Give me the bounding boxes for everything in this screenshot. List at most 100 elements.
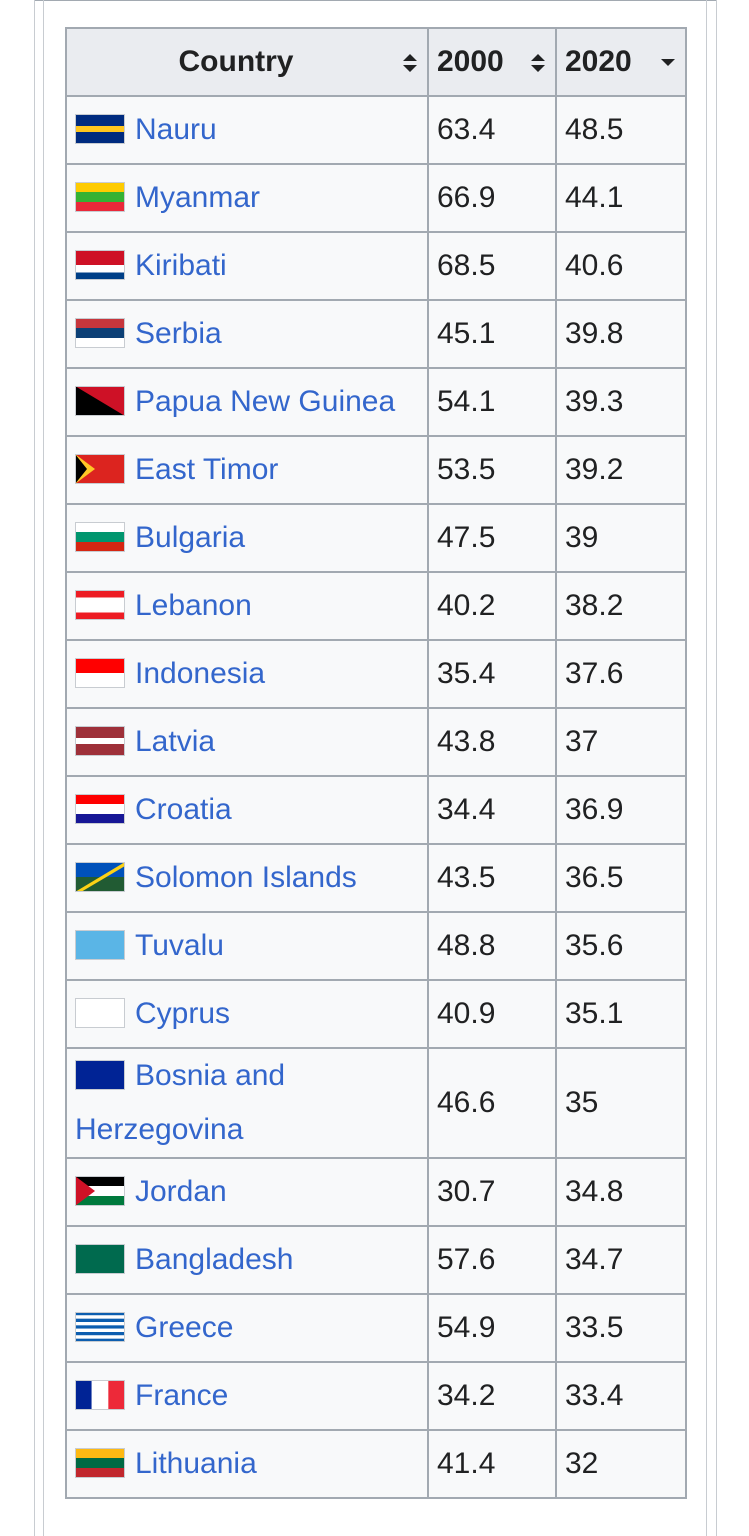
flag-icon — [75, 1312, 125, 1343]
country-cell: Indonesia — [65, 639, 429, 709]
table-row: Serbia 45.1 39.8 — [65, 299, 687, 369]
table-row: Kiribati 68.5 40.6 — [65, 231, 687, 301]
table-row: Lithuania 41.4 32 — [65, 1429, 687, 1499]
sort-header[interactable]: 2020 — [555, 27, 687, 97]
header-row: Country 2000 2020 — [65, 27, 687, 97]
table-row: Nauru 63.4 48.5 — [65, 95, 687, 165]
value-cell: 53.5 — [427, 435, 557, 505]
value-cell: 40.2 — [427, 571, 557, 641]
value-cell: 57.6 — [427, 1225, 557, 1295]
top-border — [34, 0, 717, 1]
value-cell: 33.5 — [555, 1293, 687, 1363]
table-row: Greece 54.9 33.5 — [65, 1293, 687, 1363]
country-link[interactable]: Lebanon — [135, 589, 252, 622]
flag-icon — [75, 1060, 125, 1091]
country-link[interactable]: Cyprus — [135, 997, 231, 1030]
flag-icon — [75, 998, 125, 1029]
flag-icon — [75, 930, 125, 961]
flag-icon — [75, 658, 125, 689]
value-cell: 45.1 — [427, 299, 557, 369]
country-link[interactable]: Solomon Islands — [135, 861, 357, 894]
flag-icon — [75, 522, 125, 553]
value-cell: 37 — [555, 707, 687, 777]
table-row: Bangladesh 57.6 34.7 — [65, 1225, 687, 1295]
value-cell: 66.9 — [427, 163, 557, 233]
sort-header[interactable]: Country — [65, 27, 429, 97]
flag-icon — [75, 1244, 125, 1275]
table-row: Myanmar 66.9 44.1 — [65, 163, 687, 233]
country-link[interactable]: Lithuania — [135, 1447, 257, 1480]
flag-icon — [75, 318, 125, 349]
frame-line — [706, 0, 707, 1536]
value-cell: 36.9 — [555, 775, 687, 845]
country-cell: Myanmar — [65, 163, 429, 233]
country-cell: Cyprus — [65, 979, 429, 1049]
country-link[interactable]: Bosnia and Herzegovina — [75, 1059, 286, 1146]
value-cell: 63.4 — [427, 95, 557, 165]
value-cell: 38.2 — [555, 571, 687, 641]
value-cell: 32 — [555, 1429, 687, 1499]
sort-icon — [661, 59, 675, 66]
country-link[interactable]: Kiribati — [135, 249, 227, 282]
country-link[interactable]: Croatia — [135, 793, 232, 826]
country-link[interactable]: Bulgaria — [135, 521, 246, 554]
flag-icon — [75, 386, 125, 417]
value-cell: 35.6 — [555, 911, 687, 981]
value-cell: 39.8 — [555, 299, 687, 369]
country-link[interactable]: Indonesia — [135, 657, 266, 690]
table-row: Bulgaria 47.5 39 — [65, 503, 687, 573]
country-link[interactable]: Myanmar — [135, 181, 261, 214]
value-cell: 37.6 — [555, 639, 687, 709]
country-cell: France — [65, 1361, 429, 1431]
value-cell: 39.3 — [555, 367, 687, 437]
country-cell: Kiribati — [65, 231, 429, 301]
country-cell: Jordan — [65, 1157, 429, 1227]
value-cell: 54.1 — [427, 367, 557, 437]
flag-icon — [75, 182, 125, 213]
country-link[interactable]: Serbia — [135, 317, 222, 350]
value-cell: 35.4 — [427, 639, 557, 709]
flag-icon — [75, 250, 125, 281]
value-cell: 44.1 — [555, 163, 687, 233]
flag-icon — [75, 794, 125, 825]
data-table: Country 2000 2020 Nauru 63.4 48.5 Myanmar 66… — [65, 27, 687, 1499]
value-cell: 34.2 — [427, 1361, 557, 1431]
table-row: Croatia 34.4 36.9 — [65, 775, 687, 845]
table-row: Tuvalu 48.8 35.6 — [65, 911, 687, 981]
value-cell: 43.5 — [427, 843, 557, 913]
sort-header[interactable]: 2000 — [427, 27, 557, 97]
table-row: Solomon Islands 43.5 36.5 — [65, 843, 687, 913]
country-link[interactable]: Latvia — [135, 725, 216, 758]
country-cell: Bosnia and Herzegovina — [65, 1047, 429, 1159]
header-label: 2020 — [565, 45, 632, 78]
value-cell: 48.8 — [427, 911, 557, 981]
value-cell: 40.9 — [427, 979, 557, 1049]
country-link[interactable]: Nauru — [135, 113, 217, 146]
country-link[interactable]: Papua New Guinea — [135, 385, 396, 418]
country-cell: Solomon Islands — [65, 843, 429, 913]
header-label: 2000 — [437, 45, 504, 78]
table-row: France 34.2 33.4 — [65, 1361, 687, 1431]
value-cell: 68.5 — [427, 231, 557, 301]
country-cell: Nauru — [65, 95, 429, 165]
value-cell: 46.6 — [427, 1047, 557, 1159]
country-link[interactable]: East Timor — [135, 453, 279, 486]
country-cell: Lebanon — [65, 571, 429, 641]
country-link[interactable]: Greece — [135, 1311, 234, 1344]
sort-icon — [403, 54, 417, 72]
frame-line — [34, 0, 35, 1536]
table-row: Jordan 30.7 34.8 — [65, 1157, 687, 1227]
sort-icon — [531, 54, 545, 72]
country-link[interactable]: Bangladesh — [135, 1243, 294, 1276]
country-cell: East Timor — [65, 435, 429, 505]
country-cell: Bulgaria — [65, 503, 429, 573]
value-cell: 48.5 — [555, 95, 687, 165]
country-link[interactable]: Tuvalu — [135, 929, 224, 962]
value-cell: 35 — [555, 1047, 687, 1159]
country-link[interactable]: Jordan — [135, 1175, 227, 1208]
country-link[interactable]: France — [135, 1379, 229, 1412]
country-cell: Bangladesh — [65, 1225, 429, 1295]
country-cell: Croatia — [65, 775, 429, 845]
flag-icon — [75, 1176, 125, 1207]
